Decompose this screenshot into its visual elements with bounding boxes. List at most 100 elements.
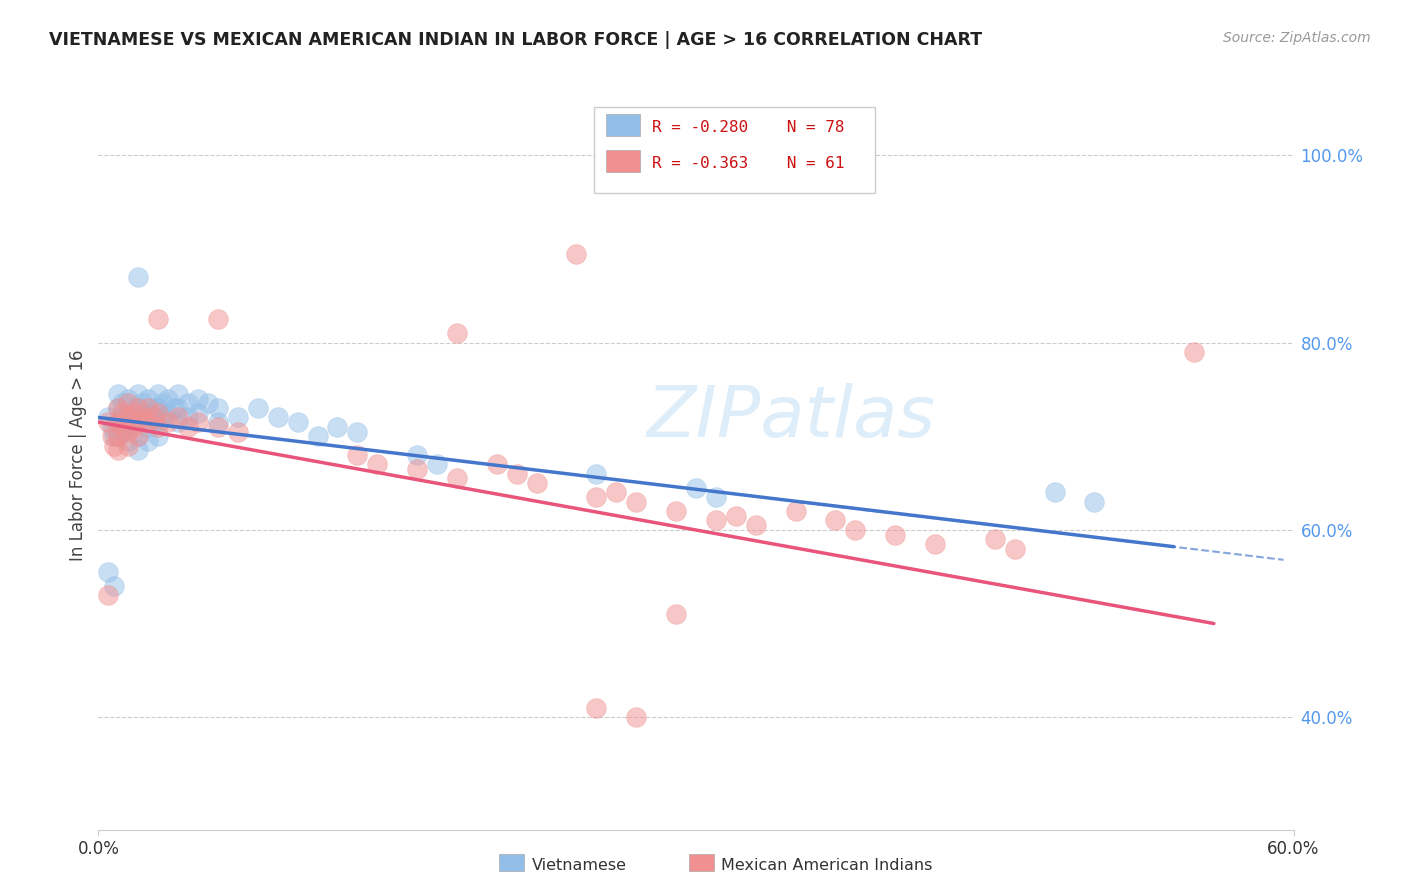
Point (187, 406, 209, 420)
Point (685, 481, 707, 495)
Point (446, 471, 468, 485)
Point (704, 514, 727, 528)
Point (101, 429, 124, 443)
Point (884, 527, 907, 541)
Point (127, 443, 149, 458)
Point (844, 523, 866, 537)
Point (326, 420, 349, 434)
Point (665, 607, 688, 622)
Point (724, 508, 747, 523)
Point (131, 396, 153, 410)
Point (406, 462, 429, 476)
Point (107, 401, 129, 416)
Point (148, 415, 170, 429)
Text: Vietnamese: Vietnamese (531, 858, 627, 872)
Point (107, 415, 129, 429)
Point (143, 415, 166, 429)
Point (124, 420, 146, 434)
Point (117, 425, 139, 439)
Point (167, 415, 190, 429)
Point (585, 467, 607, 481)
Point (526, 476, 548, 491)
Point (426, 457, 449, 471)
Point (143, 410, 166, 425)
Point (124, 415, 146, 429)
Point (226, 425, 249, 439)
Point (107, 387, 129, 401)
Point (924, 537, 946, 551)
Point (101, 420, 124, 434)
Point (1043, 485, 1066, 500)
Point (197, 396, 219, 410)
Point (148, 406, 170, 420)
Point (136, 401, 159, 416)
Point (287, 415, 309, 429)
Point (111, 406, 134, 420)
Point (346, 425, 368, 439)
Point (148, 312, 170, 326)
Point (136, 415, 159, 429)
Point (124, 401, 146, 416)
Point (177, 420, 200, 434)
Point (103, 429, 125, 443)
Point (207, 415, 229, 429)
Point (406, 448, 429, 462)
Point (103, 439, 125, 453)
Point (207, 401, 229, 416)
Point (1182, 883, 1205, 892)
Point (117, 420, 139, 434)
Point (131, 410, 153, 425)
Bar (606, 114, 640, 136)
Point (124, 406, 146, 420)
Point (107, 429, 129, 443)
Point (207, 312, 229, 326)
Point (157, 406, 180, 420)
Point (163, 401, 186, 416)
Point (665, 504, 688, 518)
Point (585, 701, 607, 715)
Y-axis label: In Labor Force | Age > 16: In Labor Force | Age > 16 (69, 349, 87, 561)
Text: ZIPatlas: ZIPatlas (647, 383, 936, 452)
Point (143, 401, 166, 416)
Point (167, 401, 190, 416)
Point (136, 392, 159, 406)
Text: Source: ZipAtlas.com: Source: ZipAtlas.com (1223, 31, 1371, 45)
Point (267, 410, 290, 425)
Point (167, 410, 190, 425)
Point (485, 457, 508, 471)
Point (127, 401, 149, 416)
Point (1083, 494, 1105, 508)
Text: R = -0.280    N = 78: R = -0.280 N = 78 (652, 120, 844, 135)
Point (97, 589, 120, 603)
Point (984, 532, 1007, 546)
Point (177, 396, 200, 410)
Point (366, 457, 388, 471)
Point (136, 434, 159, 448)
Point (177, 410, 200, 425)
Point (626, 710, 648, 724)
Text: Mexican American Indians: Mexican American Indians (721, 858, 932, 872)
Point (127, 415, 149, 429)
Point (107, 443, 129, 458)
Point (111, 396, 134, 410)
Point (187, 415, 209, 429)
Point (117, 406, 139, 420)
Point (307, 429, 329, 443)
Point (117, 396, 139, 410)
Point (127, 401, 149, 416)
Point (506, 467, 529, 481)
Point (1004, 541, 1026, 556)
Point (127, 429, 149, 443)
Point (107, 429, 129, 443)
Point (127, 429, 149, 443)
Point (117, 392, 139, 406)
Point (626, 494, 648, 508)
Point (605, 485, 627, 500)
Point (346, 448, 368, 462)
Point (107, 401, 129, 416)
Point (97, 410, 120, 425)
Point (148, 401, 170, 416)
Point (246, 401, 269, 416)
Point (111, 410, 134, 425)
Point (207, 420, 229, 434)
